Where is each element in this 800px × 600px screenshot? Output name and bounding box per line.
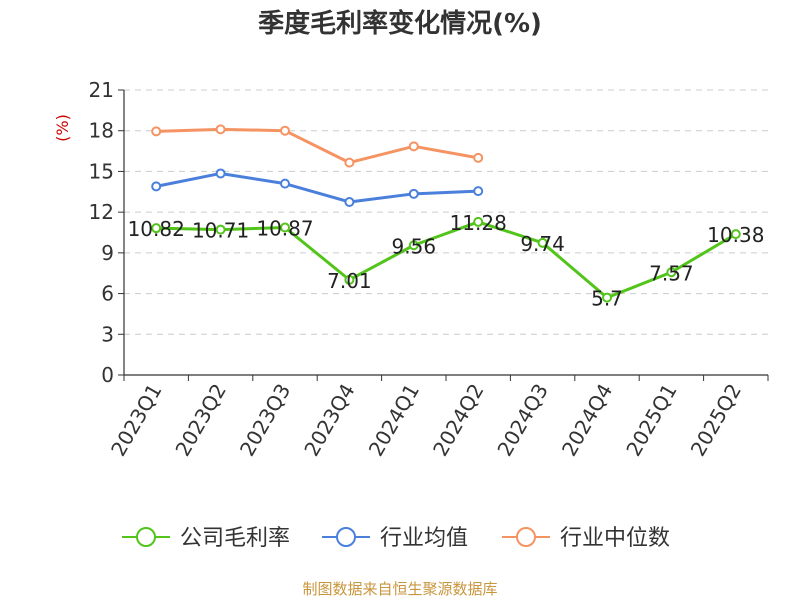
x-tick-label: 2023Q2	[170, 380, 230, 461]
data-point	[215, 124, 226, 135]
data-label: 10.38	[707, 223, 764, 247]
data-label: 10.87	[256, 216, 313, 240]
y-tick-label: 0	[101, 363, 114, 387]
data-point	[473, 186, 484, 197]
data-label: 5.7	[591, 287, 623, 311]
source-note: 制图数据来自恒生聚源数据库	[302, 580, 497, 598]
x-tick-label: 2025Q1	[621, 380, 681, 461]
series-line	[155, 171, 479, 204]
series-line	[156, 127, 479, 165]
legend-swatch-marker	[336, 527, 356, 547]
data-label: 9.56	[392, 234, 437, 258]
data-point	[408, 240, 419, 251]
legend-swatch-marker	[136, 527, 156, 547]
series-layer	[151, 124, 741, 303]
data-point	[473, 216, 484, 227]
data-point	[344, 196, 355, 207]
legend-label: 行业均值	[380, 526, 468, 551]
x-tick-label: 2023Q3	[235, 380, 295, 461]
data-label: 9.74	[520, 232, 565, 256]
y-tick-label: 18	[89, 119, 114, 143]
data-point	[408, 141, 419, 152]
x-tick-label: 2023Q4	[299, 380, 359, 461]
data-point	[151, 181, 162, 192]
legend: 公司毛利率 行业均值 行业中位数	[122, 526, 670, 551]
y-tick-label: 9	[101, 241, 114, 265]
data-label: 7.57	[649, 261, 694, 285]
data-label: 10.82	[128, 217, 185, 241]
y-tick-label: 6	[101, 282, 114, 306]
y-tick-label: 3	[101, 322, 114, 346]
x-tick-label: 2024Q1	[364, 380, 424, 461]
data-point	[730, 229, 741, 240]
data-point	[215, 168, 226, 179]
y-axis-unit-label: (%)	[53, 114, 72, 142]
data-label: 10.71	[192, 219, 249, 243]
data-point	[602, 292, 612, 303]
data-point	[666, 267, 677, 278]
y-tick-label: 21	[89, 78, 114, 102]
x-tick-label: 2025Q2	[686, 380, 746, 461]
data-point	[151, 223, 162, 234]
chart-title: 季度毛利率变化情况(%)	[258, 8, 542, 39]
data-label: 11.28	[450, 211, 507, 235]
grid-lines	[124, 89, 768, 335]
data-point	[344, 274, 355, 285]
x-tick-label: 2024Q3	[492, 380, 552, 461]
data-label: 7.01	[327, 269, 372, 293]
data-point	[344, 157, 355, 168]
data-point	[537, 237, 548, 248]
x-tick-label: 2023Q1	[106, 380, 166, 461]
x-tick-label: 2024Q4	[557, 380, 617, 461]
x-tick-label: 2024Q2	[428, 380, 488, 461]
y-tick-label: 12	[89, 200, 114, 224]
legend-label: 行业中位数	[560, 526, 670, 551]
data-point	[280, 222, 290, 233]
data-point	[215, 224, 226, 235]
y-tick-label: 15	[89, 159, 114, 183]
data-point	[473, 152, 484, 163]
series-line	[156, 220, 737, 300]
data-point	[151, 126, 162, 137]
data-labels: 10.82 10.71 10.87 7.01 9.56 11.28 9.74 5.7 7.57 1…	[128, 211, 765, 311]
data-point	[408, 188, 419, 199]
data-point	[280, 125, 290, 136]
data-point	[280, 178, 290, 189]
legend-swatch-marker	[516, 527, 536, 547]
legend-label: 公司毛利率	[180, 526, 290, 551]
